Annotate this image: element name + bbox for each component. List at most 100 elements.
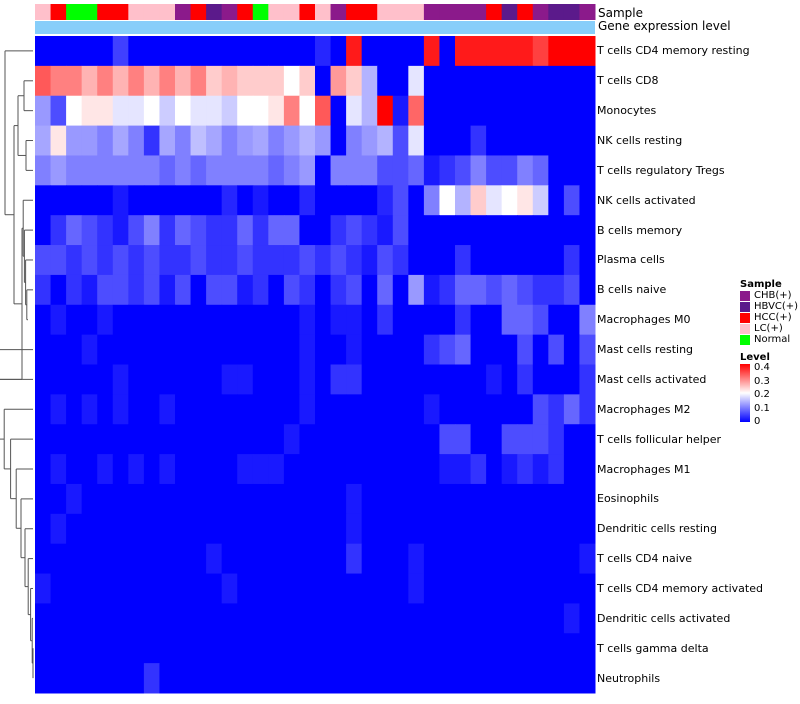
level-legend-tick: 0.3	[754, 375, 770, 387]
heatmap-cell	[206, 364, 223, 395]
heatmap-cell	[517, 95, 534, 127]
heatmap-cell	[112, 185, 129, 216]
heatmap-cell	[486, 304, 503, 336]
heatmap-cell	[35, 185, 52, 216]
heatmap-cell	[563, 663, 580, 694]
heatmap-cell	[128, 513, 145, 545]
heatmap-cell	[206, 454, 223, 485]
heatmap-cell	[143, 155, 160, 186]
heatmap-cell	[283, 125, 300, 156]
heatmap-cell	[486, 603, 503, 634]
heatmap-cell	[532, 364, 549, 395]
heatmap-cell	[439, 334, 456, 365]
heatmap-cell	[66, 334, 83, 365]
heatmap-cell	[439, 185, 456, 216]
heatmap-cell	[548, 513, 565, 545]
heatmap-cell	[470, 633, 487, 664]
heatmap-cell	[159, 483, 176, 515]
heatmap-cell	[81, 454, 98, 485]
heatmap-cell	[112, 543, 129, 575]
sample-annotation-cell	[97, 4, 114, 20]
heatmap-cell	[143, 245, 160, 276]
heatmap-cell	[190, 483, 207, 515]
heatmap-cell	[175, 215, 192, 246]
heatmap-cell	[330, 215, 347, 246]
heatmap-cell	[470, 394, 487, 425]
heatmap-cell	[66, 454, 83, 485]
heatmap-cell	[439, 364, 456, 395]
heatmap-cell	[563, 633, 580, 664]
heatmap-cell	[237, 304, 254, 336]
heatmap-cell	[408, 65, 425, 97]
heatmap-cell	[159, 274, 176, 306]
heatmap-cell	[377, 603, 394, 634]
heatmap-cell	[423, 483, 440, 515]
sample-annotation-cell	[66, 4, 83, 20]
heatmap-cell	[330, 483, 347, 515]
sample-annotation-cell	[299, 4, 316, 20]
heatmap-cell	[377, 424, 394, 455]
heatmap-cell	[81, 65, 98, 97]
sample-annotation-cell	[470, 4, 487, 20]
heatmap-cell	[97, 394, 114, 425]
heatmap-cell	[361, 603, 378, 634]
heatmap-cell	[439, 274, 456, 306]
heatmap-cell	[315, 36, 332, 67]
heatmap-cell	[81, 364, 98, 395]
heatmap-cell	[221, 245, 238, 276]
heatmap-cell	[392, 394, 409, 425]
heatmap-cell	[50, 274, 67, 306]
heatmap-cell	[563, 245, 580, 276]
heatmap-cell	[66, 424, 83, 455]
heatmap-cell	[346, 394, 363, 425]
heatmap-cell	[35, 394, 52, 425]
heatmap-cell	[159, 334, 176, 365]
heatmap-cell	[97, 334, 114, 365]
heatmap-cell	[439, 125, 456, 156]
heatmap-cell	[97, 274, 114, 306]
level-color-bar	[740, 364, 750, 422]
heatmap-cell	[377, 364, 394, 395]
sample-annotation-cell	[159, 4, 176, 20]
heatmap-cell	[206, 573, 223, 604]
heatmap-cell	[112, 394, 129, 425]
heatmap-cell	[563, 513, 580, 545]
heatmap-cell	[190, 394, 207, 425]
heatmap-cell	[81, 543, 98, 575]
heatmap-cell	[299, 334, 316, 365]
heatmap-cell	[81, 573, 98, 604]
heatmap-cell	[252, 483, 269, 515]
heatmap-cell	[392, 215, 409, 246]
heatmap-cell	[299, 483, 316, 515]
sample-annotation-cell	[486, 4, 503, 20]
heatmap-cell	[579, 364, 596, 395]
heatmap-cell	[252, 155, 269, 186]
sample-legend-swatch	[740, 302, 750, 312]
heatmap-cell	[501, 633, 518, 664]
sample-annotation-cell	[81, 4, 98, 20]
heatmap-cell	[563, 394, 580, 425]
heatmap-cell	[361, 424, 378, 455]
heatmap-cell	[361, 334, 378, 365]
heatmap-cell	[206, 125, 223, 156]
sample-annotation-cell	[35, 4, 52, 20]
heatmap-cell	[252, 215, 269, 246]
heatmap-cell	[128, 454, 145, 485]
heatmap-cell	[517, 424, 534, 455]
heatmap-cell	[408, 633, 425, 664]
heatmap-cell	[252, 573, 269, 604]
level-legend-tick: 0.4	[754, 362, 770, 373]
heatmap-cell	[563, 603, 580, 634]
heatmap-cell	[423, 394, 440, 425]
heatmap-cell	[35, 603, 52, 634]
heatmap-cell	[190, 155, 207, 186]
heatmap-cell	[237, 424, 254, 455]
heatmap-cell	[361, 185, 378, 216]
heatmap-cell	[112, 663, 129, 694]
heatmap-cell	[252, 454, 269, 485]
heatmap-cell	[346, 36, 363, 67]
heatmap-cell	[532, 155, 549, 186]
sample-legend-label: CHB(+)	[754, 290, 792, 301]
row-label: Monocytes	[597, 104, 657, 118]
heatmap-cell	[470, 36, 487, 67]
